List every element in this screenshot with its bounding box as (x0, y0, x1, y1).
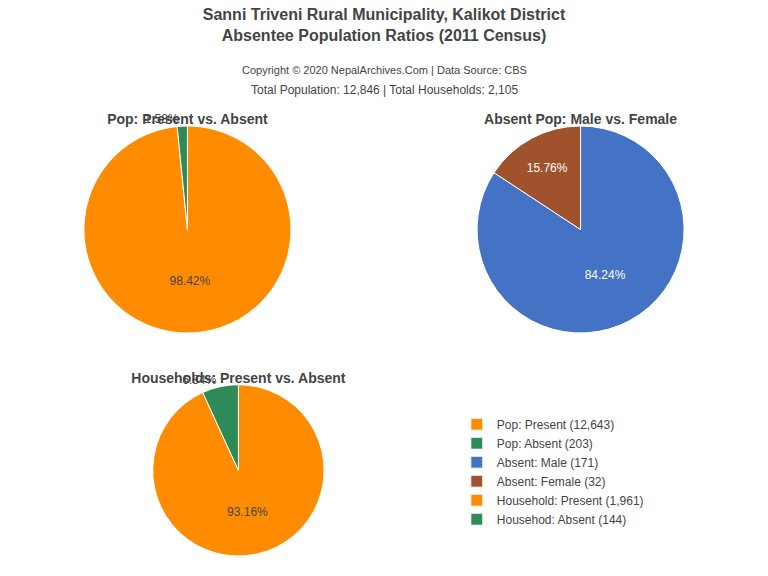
svg-text:93.16%: 93.16% (227, 505, 268, 519)
svg-text:Household: Present (1,961): Household: Present (1,961) (497, 494, 644, 508)
svg-text:Pop: Present vs. Absent: Pop: Present vs. Absent (107, 111, 268, 127)
svg-text:84.24%: 84.24% (585, 268, 626, 282)
svg-text:Absent: Female (32): Absent: Female (32) (497, 475, 606, 489)
svg-text:Households: Present vs. Absent: Households: Present vs. Absent (131, 370, 346, 386)
svg-text:Absent: Male (171): Absent: Male (171) (497, 456, 598, 470)
svg-text:Pop: Present (12,643): Pop: Present (12,643) (497, 418, 614, 432)
svg-text:6.84%: 6.84% (182, 373, 216, 387)
svg-text:Total Population: 12,846 | Tot: Total Population: 12,846 | Total Househo… (251, 83, 518, 97)
svg-text:Copyright © 2020 NepalArchives: Copyright © 2020 NepalArchives.Com | Dat… (242, 64, 527, 76)
svg-text:Pop: Absent (203): Pop: Absent (203) (497, 437, 593, 451)
svg-text:Househod: Absent (144): Househod: Absent (144) (497, 513, 626, 527)
svg-text:98.42%: 98.42% (169, 274, 210, 288)
svg-text:15.76%: 15.76% (527, 161, 568, 175)
svg-text:Sanni Triveni Rural Municipali: Sanni Triveni Rural Municipality, Kaliko… (203, 6, 566, 44)
svg-text:Absent Pop: Male vs. Female: Absent Pop: Male vs. Female (484, 111, 677, 127)
svg-text:1.58%: 1.58% (144, 112, 178, 126)
